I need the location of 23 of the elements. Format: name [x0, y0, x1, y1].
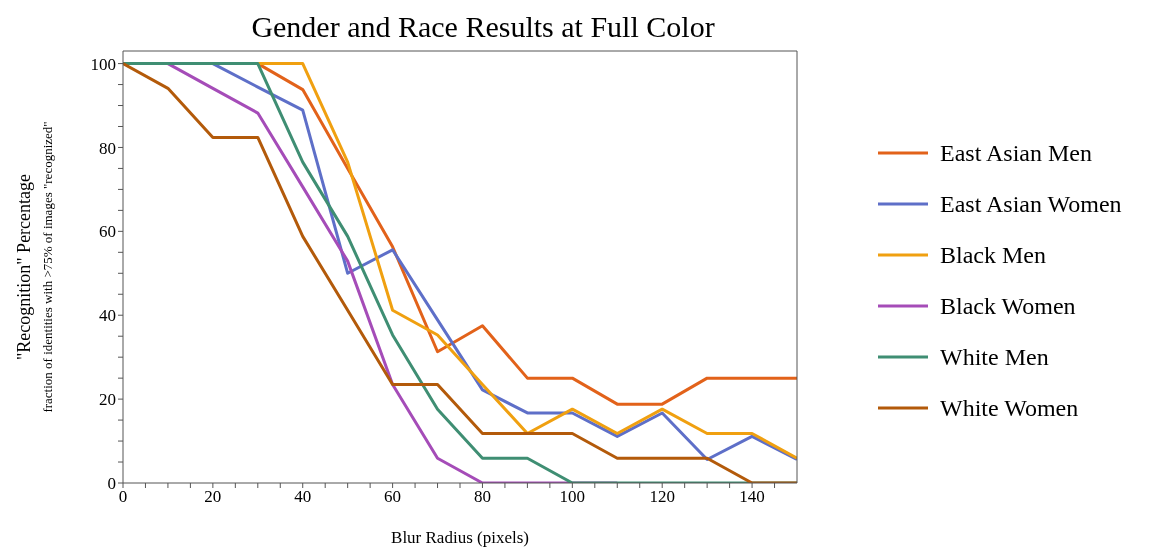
- legend-label: Black Women: [940, 292, 1076, 320]
- y-tick-label: 60: [99, 222, 116, 242]
- x-tick-label: 60: [384, 487, 402, 507]
- y-tick-label: 0: [107, 474, 116, 494]
- legend-label: East Asian Men: [940, 139, 1092, 167]
- chart-title: Gender and Race Results at Full Color: [250, 10, 716, 44]
- legend-label: Black Men: [940, 241, 1046, 269]
- x-axis-title: Blur Radius (pixels): [391, 528, 529, 547]
- legend-label: East Asian Women: [940, 190, 1122, 218]
- x-tick-label: 20: [204, 487, 222, 507]
- y-axis-title: "Recognition" Percentage: [14, 173, 34, 361]
- text: fraction of identities with >75% of images "recognized": [40, 121, 55, 413]
- y-tick-label: 20: [99, 390, 116, 410]
- x-tick-label: 40: [294, 487, 312, 507]
- legend-label: White Women: [940, 394, 1079, 422]
- y-tick-label: 40: [99, 306, 116, 326]
- x-tick-label: 120: [649, 487, 675, 507]
- x-tick-label: 80: [473, 487, 491, 507]
- y-tick-label: 100: [90, 54, 116, 74]
- legend-label: White Men: [940, 343, 1049, 371]
- x-tick-label: 140: [739, 487, 765, 507]
- y-tick-label: 80: [99, 138, 116, 158]
- x-tick-label: 100: [559, 487, 586, 507]
